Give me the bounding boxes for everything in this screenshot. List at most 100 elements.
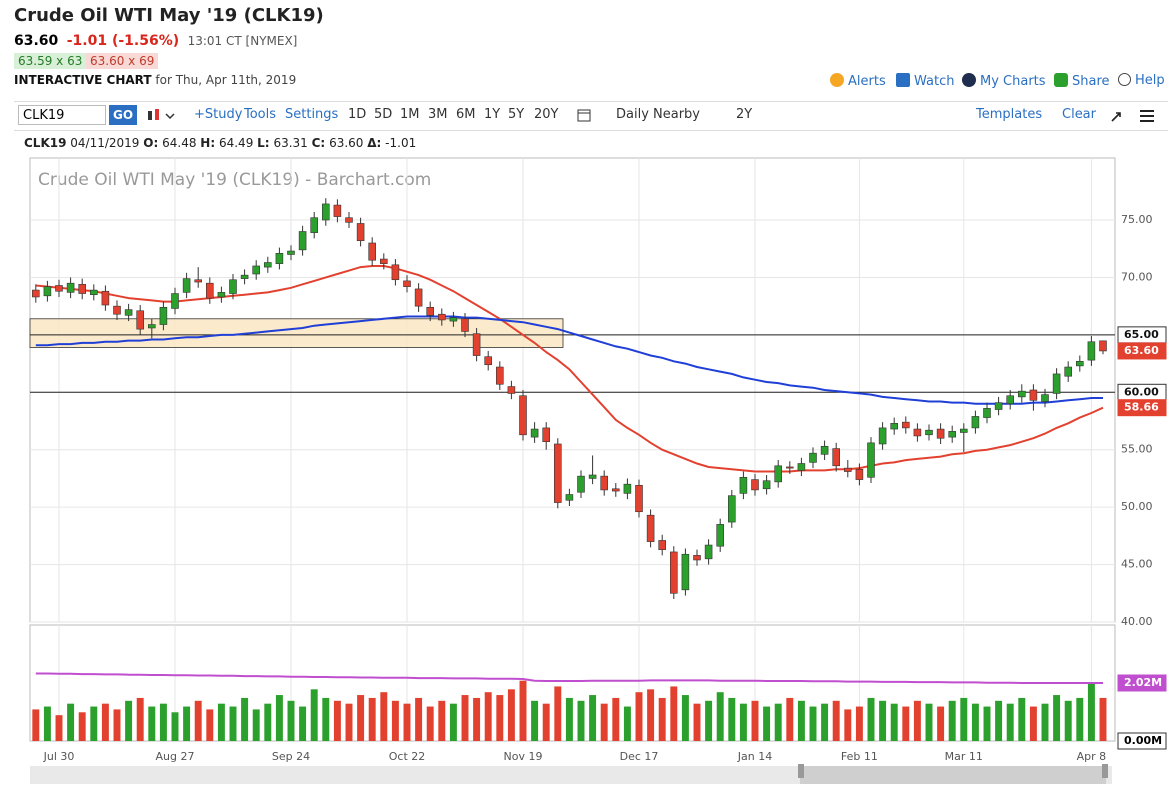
x-tick-label: Nov 19 [504,750,543,763]
scroll-handle[interactable] [798,764,804,778]
y-tick-label: 0.00M [1124,734,1162,747]
candle-body [878,427,887,445]
candle-body [577,475,585,493]
volume-bar [217,703,225,741]
nearby-select[interactable]: Daily Nearby [616,107,701,122]
moving-average [35,265,1104,473]
scroll-thumb[interactable] [800,766,1106,784]
volume-bar [913,700,921,741]
candle-body [43,286,52,297]
calendar-icon[interactable] [576,107,592,123]
settings-button[interactable]: Settings [285,107,339,122]
candle-body [472,333,481,356]
clear-button[interactable]: Clear [1062,107,1096,122]
candle-body [983,408,991,418]
candle-body [159,307,168,325]
period-button[interactable]: 1M [400,107,420,122]
period-button[interactable]: 1Y [484,107,501,122]
volume-bar [32,709,40,741]
volume-bar [380,692,388,741]
volume-bar [241,697,249,741]
candle-body [960,428,968,433]
volume-bar [809,706,817,741]
range-select[interactable]: 2Y [736,107,753,122]
volume-bar [438,700,446,741]
candle-body [287,250,295,255]
volume-bar [832,700,840,741]
volume-bar [623,706,631,741]
candle-body [32,289,40,298]
volume-bar [995,700,1003,741]
quote-title: Crude Oil WTI May '19 (CLK19) [14,5,324,26]
volume-bar [473,697,481,741]
mycharts-link[interactable]: My Charts [962,73,1046,89]
y-tick-label: 40.00 [1121,615,1153,628]
field-label: L: [257,136,270,150]
volume-bar [310,689,318,741]
candle-body [113,305,121,315]
candle-body [797,463,806,471]
y-tick-label: 45.00 [1121,558,1153,571]
volume-marker-box [1117,674,1167,692]
toolbar: CLK19 GO +Study Tools Settings 1D 5D 1M … [14,101,1168,131]
candle-body [171,293,179,309]
volume-bar [728,697,736,741]
volume-bar [125,700,133,741]
chart-heading: INTERACTIVE CHART for Thu, Apr 11th, 201… [14,73,296,87]
volume-bar [299,706,307,741]
chart-type-icon[interactable] [146,107,178,125]
scroll-handle[interactable] [1102,764,1108,778]
volume-bar [415,697,423,741]
volume-bar [1076,697,1084,741]
watch-link[interactable]: Watch [896,73,954,89]
x-tick-label: Dec 17 [620,750,659,763]
volume-bar [403,703,411,741]
tools-button[interactable]: Tools [244,107,277,122]
link-text: Alerts [848,74,886,89]
period-button[interactable]: 20Y [534,107,559,122]
period-button[interactable]: 5D [374,107,393,122]
period-button[interactable]: 1D [348,107,367,122]
volume-bar [948,700,956,741]
symbol-input[interactable]: CLK19 [18,105,106,125]
volume-bar [751,700,759,741]
volume-bar [902,706,910,741]
x-tick-label: Jul 30 [43,750,75,763]
candle-body [1006,395,1014,405]
candle-body [844,467,852,472]
help-link[interactable]: Help [1118,73,1165,88]
go-button[interactable]: GO [109,105,137,125]
volume-bar [1064,700,1072,741]
study-button[interactable]: +Study [194,107,243,122]
candle-body [66,282,75,293]
volume-bar [1029,706,1037,741]
candle-body [565,494,574,501]
templates-button[interactable]: Templates [976,107,1043,122]
candle-body [809,452,817,463]
volume-bar [171,712,179,741]
volume-bar [333,700,341,741]
period-button[interactable]: 5Y [508,107,525,122]
volume-bar [554,686,562,741]
candle-body [936,428,945,439]
period-button[interactable]: 3M [428,107,448,122]
moving-average [35,315,1103,405]
candle-body [716,524,724,547]
candle-body [356,223,365,241]
chart-label: INTERACTIVE CHART [14,73,152,87]
x-tick-label: Mar 11 [945,750,983,763]
share-link[interactable]: Share [1054,73,1110,89]
candle-body [890,423,898,430]
candle-body [623,483,632,494]
toolbar-icons[interactable] [1106,106,1166,126]
volume-bar [983,706,991,741]
candle-body [820,445,829,455]
alerts-link[interactable]: Alerts [830,73,886,89]
candle-body [426,307,434,316]
candle-body [948,431,956,438]
period-button[interactable]: 6M [456,107,476,122]
volume-bar [67,703,75,741]
field-value: 64.49 [218,136,254,150]
candle-body [90,289,98,295]
y-tick-box [1117,732,1167,750]
